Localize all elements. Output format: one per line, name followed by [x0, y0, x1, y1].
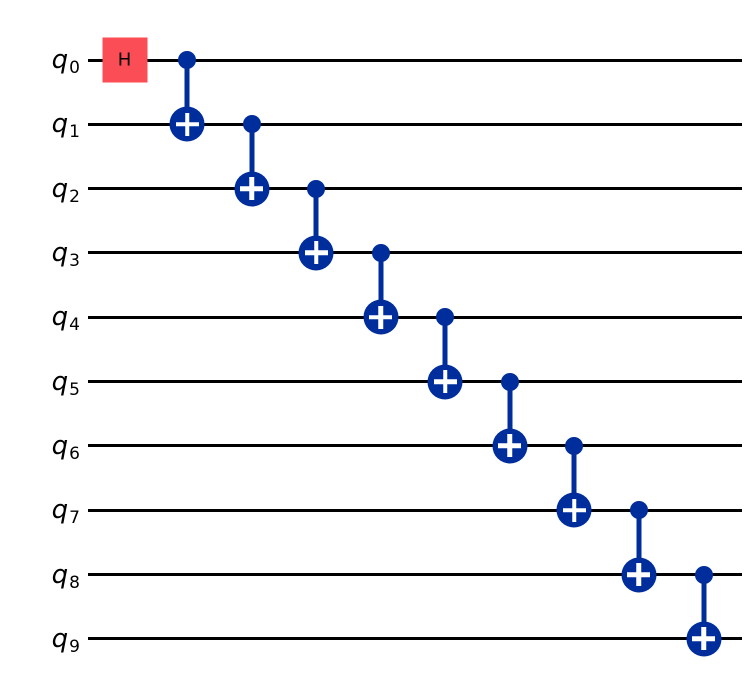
- qubit-wire: [88, 508, 742, 512]
- cx-target-plus-icon: [492, 428, 528, 464]
- cx-control-dot: [242, 115, 261, 134]
- qubit-index-subscript: 1: [69, 122, 80, 143]
- cx-control-dot: [629, 501, 648, 520]
- cx-target-plus-icon: [363, 299, 399, 335]
- qubit-label: q3: [0, 237, 80, 270]
- cx-connector-line: [378, 252, 384, 318]
- plus-vertical-bar: [184, 112, 190, 136]
- qubit-label: q5: [0, 366, 80, 399]
- qubit-wire: [88, 444, 742, 448]
- cx-target-plus-icon: [169, 106, 205, 142]
- cx-target-plus-icon: [556, 492, 592, 528]
- qubit-label: q7: [0, 495, 80, 527]
- qubit-wire: [88, 122, 742, 126]
- qubit-name: q: [51, 173, 69, 204]
- cx-connector-line: [184, 60, 190, 125]
- cx-connector-line: [313, 188, 319, 253]
- qubit-label: q8: [0, 559, 80, 592]
- qubit-index-subscript: 4: [69, 315, 80, 336]
- cx-target-plus-icon: [621, 557, 657, 593]
- qubit-name: q: [51, 302, 69, 333]
- h-gate: H: [102, 37, 147, 83]
- qubit-index-subscript: 3: [69, 250, 80, 271]
- qubit-wire: [88, 187, 742, 191]
- qubit-wire: [88, 251, 742, 255]
- qubit-name: q: [51, 237, 69, 268]
- qubit-name: q: [51, 430, 69, 461]
- qubit-name: q: [51, 495, 69, 526]
- qubit-index-subscript: 5: [69, 379, 80, 400]
- plus-vertical-bar: [701, 627, 706, 651]
- cx-control-dot: [436, 308, 455, 327]
- qubit-name: q: [51, 623, 69, 654]
- cx-target-plus-icon: [298, 235, 334, 271]
- plus-vertical-bar: [572, 498, 577, 522]
- qubit-index-subscript: 6: [69, 443, 80, 464]
- cx-control-dot: [371, 243, 390, 262]
- cx-connector-line: [701, 574, 707, 639]
- qubit-wire: [88, 58, 742, 62]
- cx-control-dot: [178, 51, 196, 69]
- qubit-index-subscript: 2: [69, 186, 80, 207]
- qubit-label: q2: [0, 173, 80, 206]
- plus-vertical-bar: [378, 305, 383, 329]
- qubit-label: q1: [0, 109, 80, 141]
- plus-vertical-bar: [507, 434, 513, 458]
- cx-connector-line: [249, 124, 255, 189]
- qubit-wire: [88, 637, 742, 641]
- cx-control-dot: [565, 436, 584, 455]
- qubit-wire: [88, 315, 742, 319]
- qubit-index-subscript: 0: [69, 58, 80, 78]
- qubit-index-subscript: 9: [69, 636, 80, 657]
- cx-target-plus-icon: [686, 621, 722, 657]
- plus-vertical-bar: [313, 241, 319, 265]
- h-gate-label: H: [117, 49, 132, 70]
- qubit-wire: [88, 573, 742, 577]
- qubit-label: q9: [0, 623, 80, 656]
- cx-control-dot: [500, 372, 519, 391]
- cx-target-plus-icon: [234, 171, 270, 207]
- plus-vertical-bar: [443, 370, 448, 394]
- plus-vertical-bar: [249, 177, 254, 201]
- cx-connector-line: [636, 510, 642, 575]
- qubit-index-subscript: 8: [69, 572, 80, 593]
- qubit-name: q: [51, 559, 69, 590]
- cx-control-dot: [307, 179, 326, 198]
- qubit-label: q4: [0, 302, 80, 334]
- qubit-wire: [88, 380, 742, 384]
- cx-connector-line: [571, 445, 577, 511]
- qubit-name: q: [51, 45, 69, 75]
- qubit-label: q6: [0, 430, 80, 463]
- cx-connector-line: [507, 381, 513, 446]
- qubit-name: q: [51, 109, 69, 140]
- cx-connector-line: [442, 317, 448, 382]
- qubit-label: q0: [0, 45, 80, 77]
- plus-vertical-bar: [636, 563, 642, 587]
- cx-control-dot: [694, 565, 713, 584]
- cx-target-plus-icon: [427, 364, 463, 400]
- qubit-index-subscript: 7: [69, 508, 80, 529]
- qubit-name: q: [51, 366, 69, 397]
